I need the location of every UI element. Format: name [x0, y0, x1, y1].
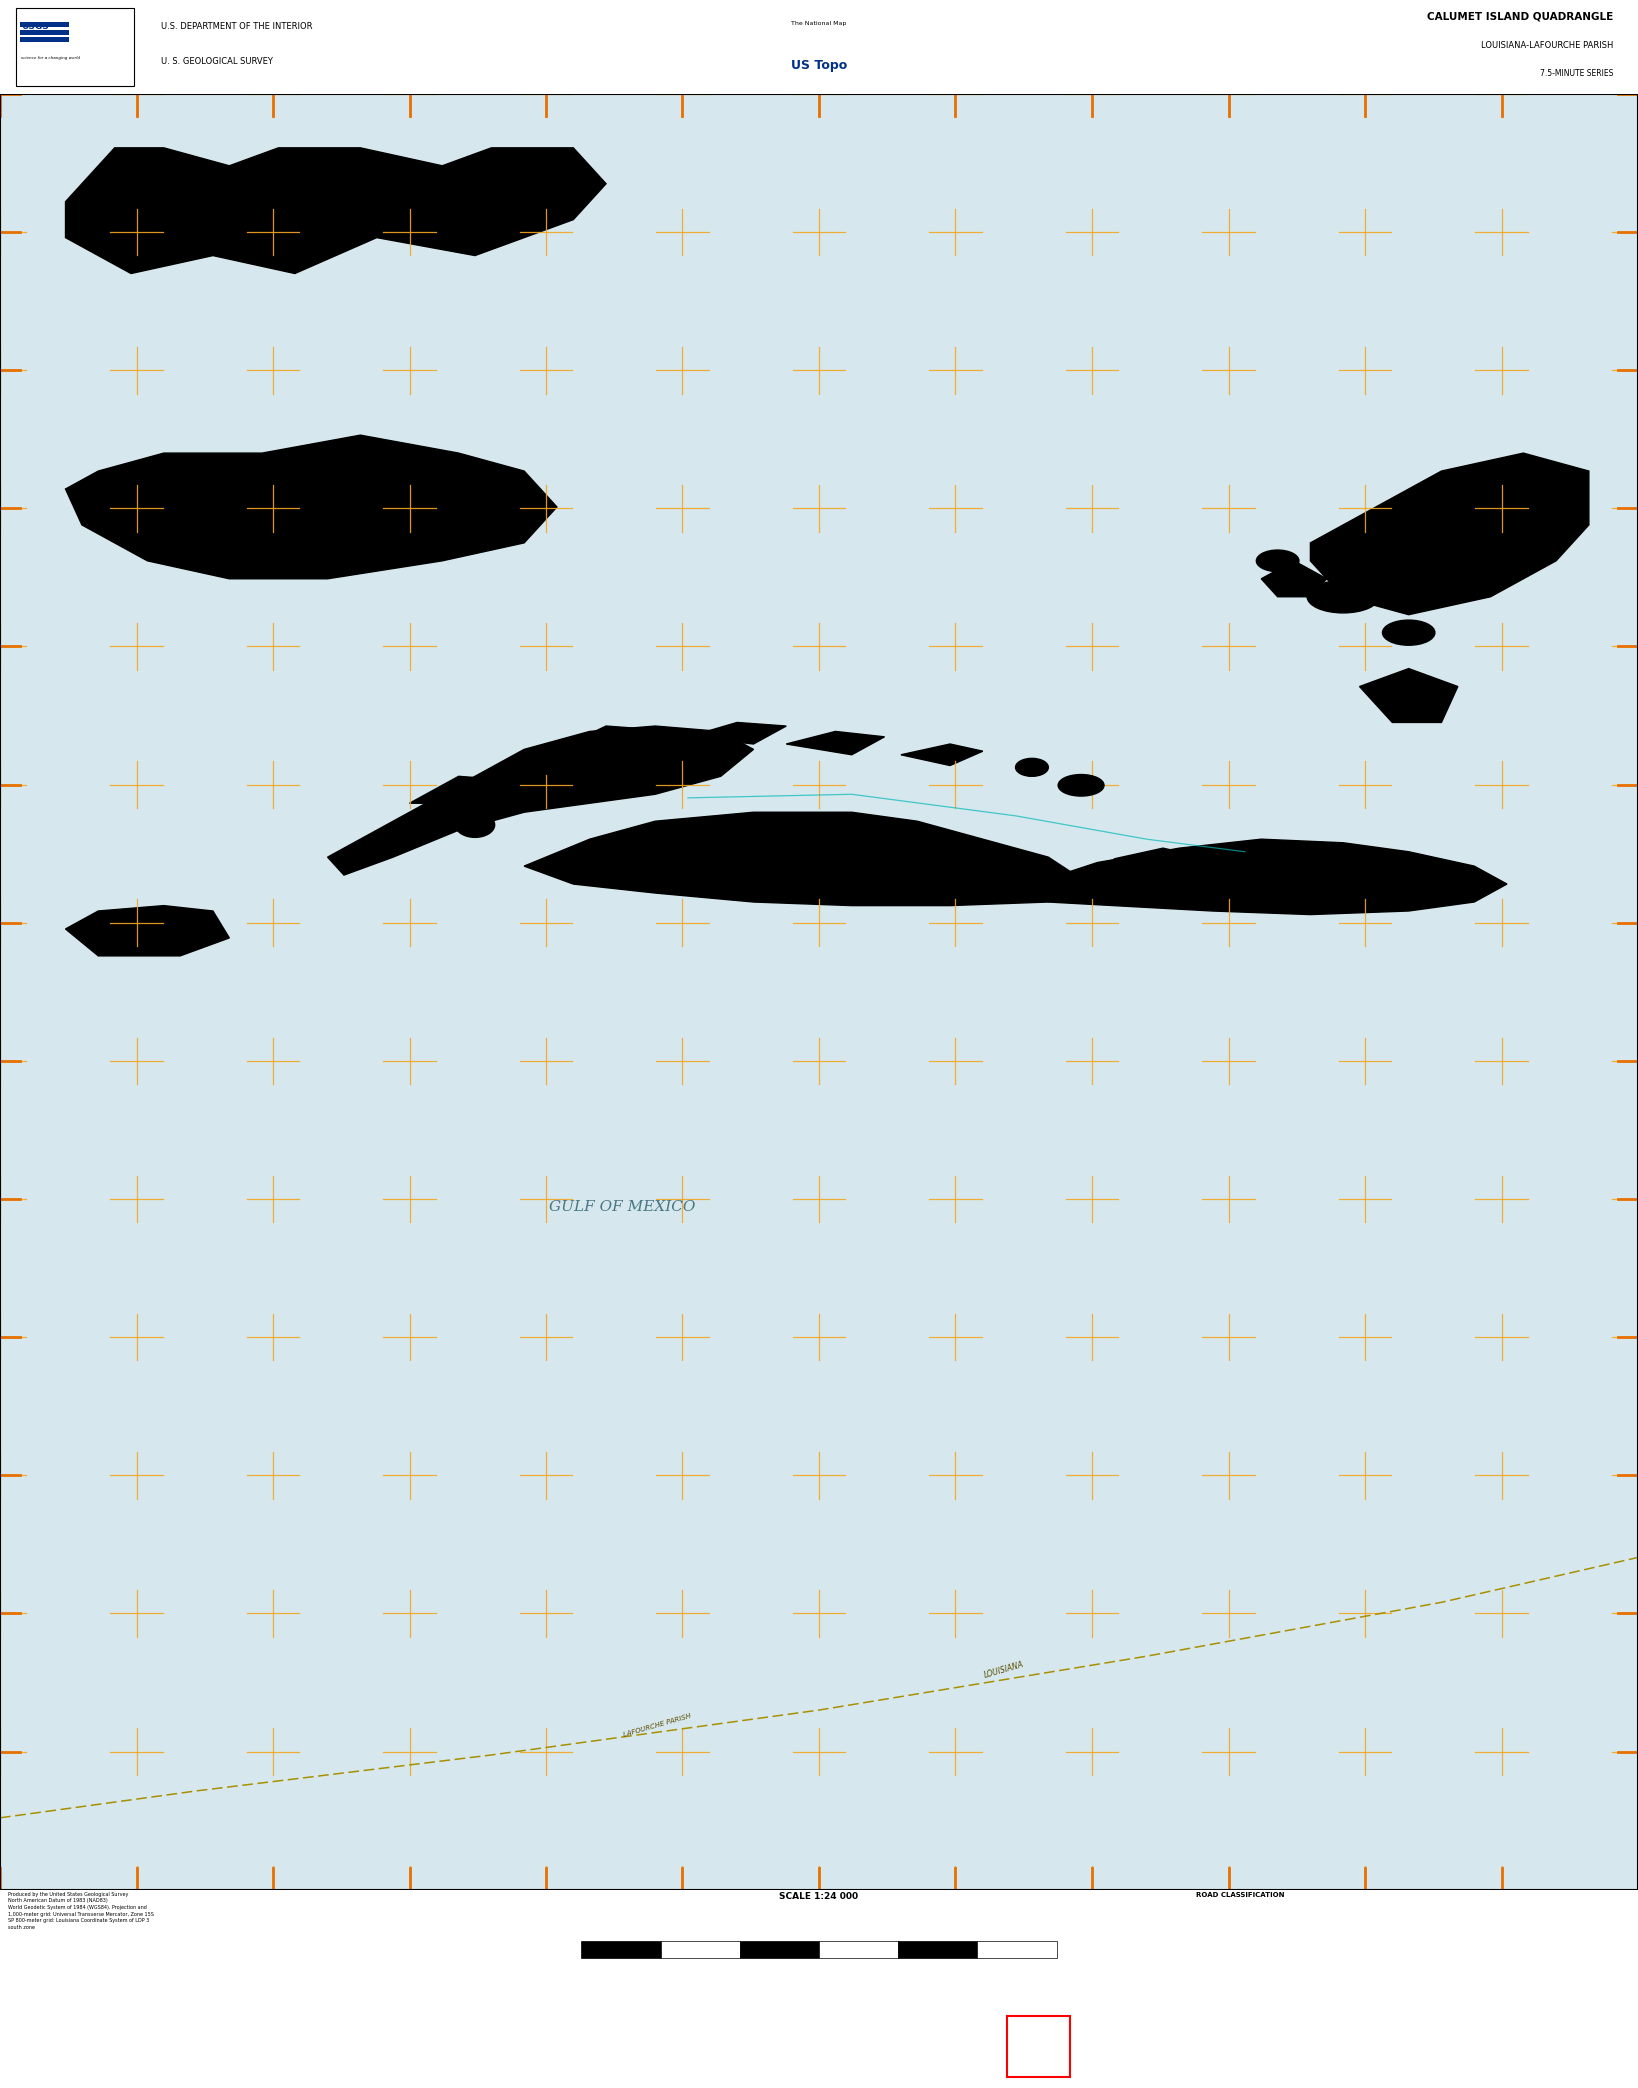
Ellipse shape [1058, 775, 1104, 796]
Polygon shape [688, 722, 786, 743]
Polygon shape [1032, 839, 1507, 915]
Bar [660, 1942, 740, 1959]
Bar [581, 1942, 660, 1959]
Polygon shape [1228, 844, 1310, 862]
Polygon shape [66, 148, 606, 274]
Text: science for a changing world: science for a changing world [21, 56, 80, 61]
Text: The National Map: The National Map [791, 21, 847, 25]
Text: SCALE 1:24 000: SCALE 1:24 000 [780, 1892, 858, 1900]
Text: ROAD CLASSIFICATION: ROAD CLASSIFICATION [1196, 1892, 1284, 1898]
Text: LAFOURCHE PARISH: LAFOURCHE PARISH [622, 1712, 691, 1737]
Ellipse shape [455, 812, 495, 837]
Text: CALUMET ISLAND QUADRANGLE: CALUMET ISLAND QUADRANGLE [1427, 13, 1613, 21]
Polygon shape [786, 731, 885, 754]
Text: LOUISIANA-LAFOURCHE PARISH: LOUISIANA-LAFOURCHE PARISH [1481, 40, 1613, 50]
Polygon shape [557, 727, 655, 754]
Bar [898, 1942, 978, 1959]
Bar [20, 29, 69, 35]
Polygon shape [1114, 848, 1196, 867]
Ellipse shape [514, 750, 567, 775]
Bar [20, 23, 69, 27]
Polygon shape [66, 434, 557, 578]
Ellipse shape [1382, 620, 1435, 645]
Polygon shape [328, 727, 753, 875]
Text: 7.5-MINUTE SERIES: 7.5-MINUTE SERIES [1540, 69, 1613, 77]
Polygon shape [1261, 562, 1327, 597]
Text: U.S. DEPARTMENT OF THE INTERIOR: U.S. DEPARTMENT OF THE INTERIOR [161, 21, 311, 31]
Polygon shape [901, 743, 983, 766]
Bar [978, 1942, 1057, 1959]
Polygon shape [66, 906, 229, 956]
Text: GULF OF MEXICO: GULF OF MEXICO [549, 1201, 696, 1215]
Polygon shape [1360, 668, 1458, 722]
Bar [20, 38, 69, 42]
Text: USGS: USGS [21, 21, 49, 31]
Ellipse shape [1016, 758, 1048, 777]
Polygon shape [410, 777, 508, 804]
Polygon shape [524, 812, 1081, 906]
Bar [1007, 2015, 1070, 2078]
Text: US Topo: US Topo [791, 58, 847, 73]
Polygon shape [1310, 453, 1589, 614]
Bar [740, 1942, 819, 1959]
Text: U. S. GEOLOGICAL SURVEY: U. S. GEOLOGICAL SURVEY [161, 56, 272, 65]
Text: LOUISIANA: LOUISIANA [983, 1660, 1025, 1679]
Text: Produced by the United States Geological Survey
North American Datum of 1983 (NA: Produced by the United States Geological… [8, 1892, 154, 1929]
Ellipse shape [1256, 549, 1299, 572]
Bar [16, 8, 134, 86]
Bar [819, 1942, 898, 1959]
Ellipse shape [1307, 580, 1379, 614]
